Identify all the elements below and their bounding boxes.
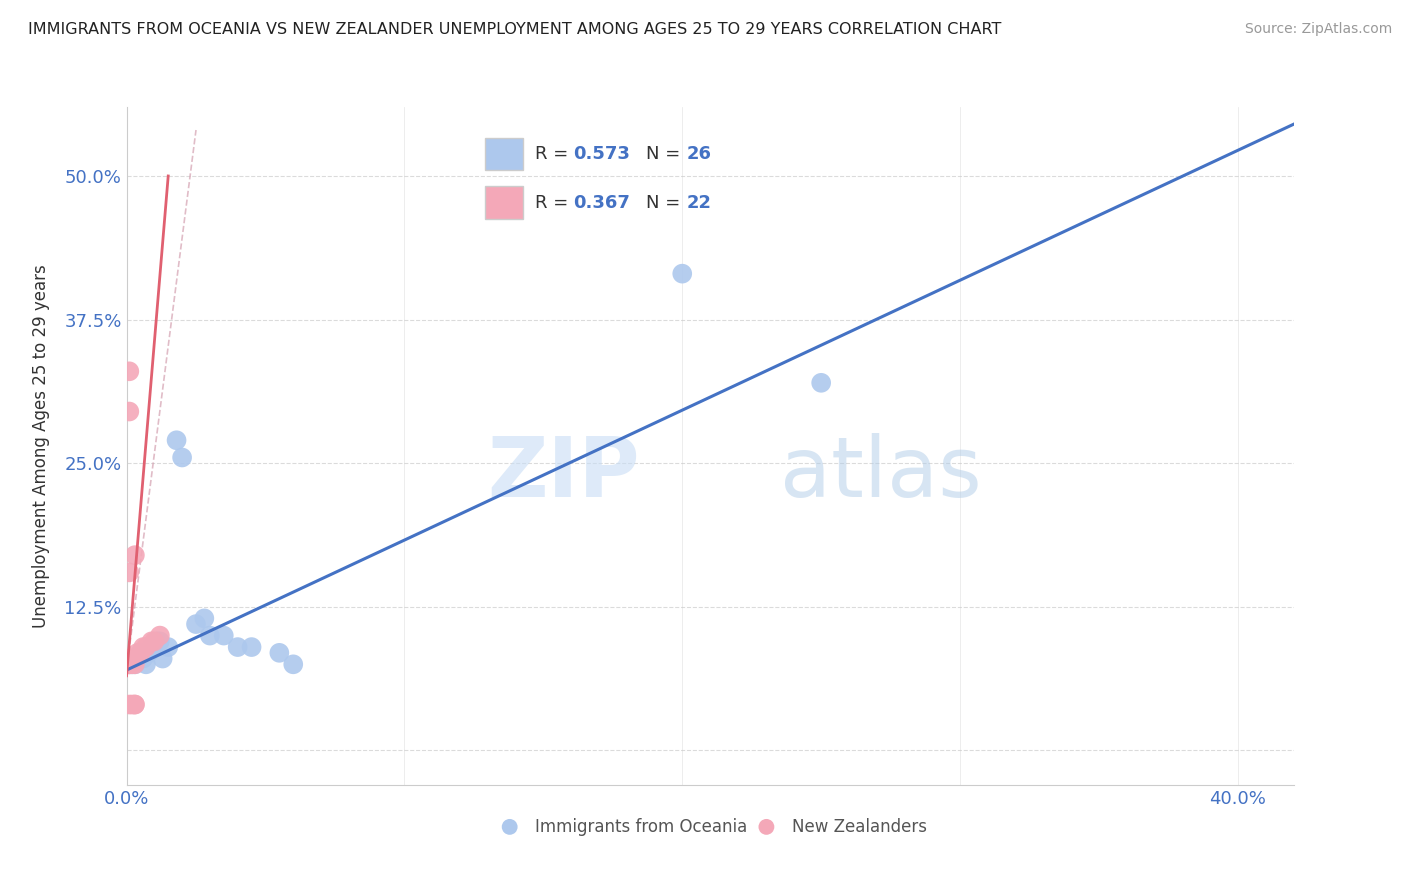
Point [127, 646, 149, 660]
Text: ZIP: ZIP [488, 433, 640, 514]
Point [149, 629, 172, 643]
Point [198, 629, 221, 643]
Point [141, 634, 163, 648]
Point [810, 376, 832, 390]
Point [132, 651, 155, 665]
Point [124, 657, 146, 672]
Point [240, 640, 263, 654]
Point [121, 651, 143, 665]
Point [146, 634, 169, 648]
Point [124, 698, 146, 712]
Point [157, 640, 180, 654]
Bar [485, 137, 523, 170]
Point [121, 657, 143, 672]
Point [124, 698, 146, 712]
Text: N =: N = [645, 194, 686, 211]
Text: R =: R = [534, 194, 574, 211]
Text: 26: 26 [686, 145, 711, 163]
Y-axis label: Unemployment Among Ages 25 to 29 years: Unemployment Among Ages 25 to 29 years [32, 264, 51, 628]
Text: Source: ZipAtlas.com: Source: ZipAtlas.com [1244, 22, 1392, 37]
Point [212, 629, 235, 643]
Text: N =: N = [645, 145, 686, 163]
Text: 0.367: 0.367 [572, 194, 630, 211]
Point [143, 640, 166, 654]
Point [118, 657, 141, 672]
Point [283, 657, 305, 672]
Text: IMMIGRANTS FROM OCEANIA VS NEW ZEALANDER UNEMPLOYMENT AMONG AGES 25 TO 29 YEARS : IMMIGRANTS FROM OCEANIA VS NEW ZEALANDER… [28, 22, 1001, 37]
Point [121, 698, 143, 712]
Point [129, 646, 152, 660]
Text: New Zealanders: New Zealanders [792, 818, 927, 836]
Point [755, 820, 778, 834]
Point [138, 646, 160, 660]
Point [118, 657, 141, 672]
Text: 0.573: 0.573 [572, 145, 630, 163]
Point [166, 434, 188, 448]
Point [226, 640, 249, 654]
Point [149, 634, 172, 648]
Point [118, 698, 141, 712]
Point [184, 617, 207, 632]
Text: R =: R = [534, 145, 574, 163]
Point [118, 657, 141, 672]
Point [129, 646, 152, 660]
Point [152, 651, 174, 665]
Point [498, 820, 520, 834]
Point [118, 364, 141, 378]
Text: atlas: atlas [780, 433, 981, 514]
Point [124, 651, 146, 665]
Text: Immigrants from Oceania: Immigrants from Oceania [534, 818, 747, 836]
Point [135, 640, 157, 654]
Point [121, 657, 143, 672]
Text: 22: 22 [686, 194, 711, 211]
Point [193, 611, 215, 625]
Point [118, 651, 141, 665]
Point [124, 548, 146, 562]
Point [127, 651, 149, 665]
Bar [485, 186, 523, 219]
Point [143, 634, 166, 648]
Point [135, 657, 157, 672]
Point [118, 566, 141, 580]
Point [132, 640, 155, 654]
Point [141, 640, 163, 654]
Point [124, 657, 146, 672]
Point [269, 646, 291, 660]
Point [118, 404, 141, 418]
Point [172, 450, 194, 465]
Point [671, 267, 693, 281]
